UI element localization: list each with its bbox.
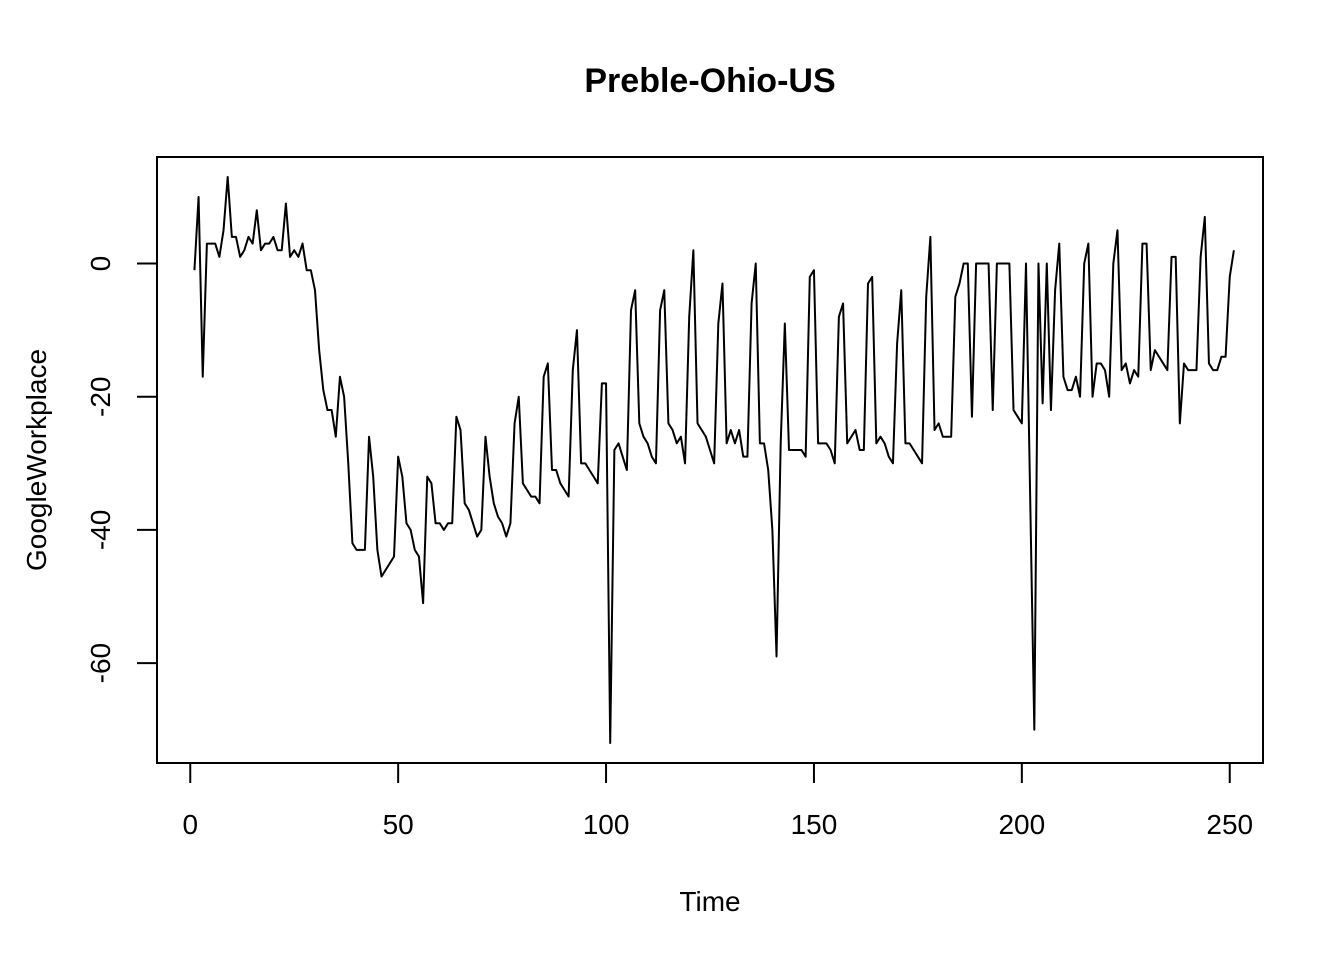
y-tick-label: -40 bbox=[85, 510, 116, 550]
y-axis: -60 -40 -20 0 bbox=[85, 256, 158, 683]
x-tick-label: 150 bbox=[791, 809, 838, 840]
series-line bbox=[193, 175, 1235, 745]
chart-title: Preble-Ohio-US bbox=[584, 62, 835, 100]
x-axis: 0 50 100 150 200 250 bbox=[182, 762, 1253, 840]
y-tick-label: -60 bbox=[85, 643, 116, 683]
x-tick-label: 200 bbox=[998, 809, 1045, 840]
x-axis-label: Time bbox=[679, 886, 740, 917]
x-tick-label: 50 bbox=[383, 809, 414, 840]
plot-frame bbox=[156, 156, 1264, 764]
y-tick-label: 0 bbox=[85, 256, 116, 272]
x-tick-label: 0 bbox=[182, 809, 198, 840]
y-tick-label: -20 bbox=[85, 377, 116, 417]
y-axis-label: GoogleWorkplace bbox=[21, 349, 52, 571]
x-tick-label: 100 bbox=[583, 809, 630, 840]
x-tick-label: 250 bbox=[1206, 809, 1253, 840]
